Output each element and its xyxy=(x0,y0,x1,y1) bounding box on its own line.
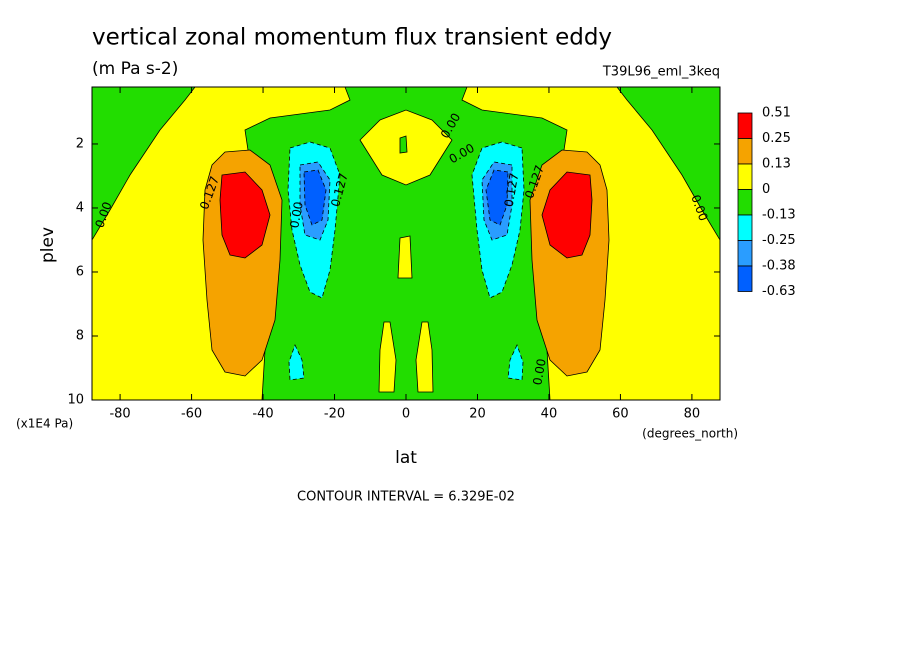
colorbar-box xyxy=(737,265,753,292)
y-units: (x1E4 Pa) xyxy=(16,417,73,431)
contour-label: 0.127 xyxy=(502,172,522,208)
x-tick-label: 60 xyxy=(612,407,629,422)
chart-title: vertical zonal momentum flux transient e… xyxy=(92,25,612,51)
x-tick-label: 20 xyxy=(469,407,486,422)
colorbar-label: -0.38 xyxy=(762,259,796,274)
colorbar-box xyxy=(737,240,753,267)
contour-region xyxy=(397,235,413,279)
x-tick-label: 40 xyxy=(541,407,558,422)
colorbar-label: 0.13 xyxy=(762,157,791,172)
colorbar-box xyxy=(737,112,753,139)
x-tick-label: -60 xyxy=(181,407,202,422)
colorbar-label: 0 xyxy=(762,182,770,197)
y-tick-label: 8 xyxy=(76,328,84,343)
y-tick-label: 2 xyxy=(76,136,84,151)
x-tick-label: -80 xyxy=(109,407,130,422)
x-axis-label: lat xyxy=(395,448,417,468)
contour-region xyxy=(92,87,196,241)
x-tick-label: -40 xyxy=(252,407,273,422)
colorbar-label: -0.13 xyxy=(762,208,796,223)
contour-region xyxy=(303,169,327,226)
contour-region xyxy=(485,169,509,226)
contour-region xyxy=(288,343,305,381)
colorbar-box xyxy=(737,214,753,241)
colorbar-box xyxy=(737,189,753,216)
contour-region xyxy=(541,171,593,259)
y-tick-label: 6 xyxy=(76,264,84,279)
contour-region xyxy=(219,171,271,259)
contour-region xyxy=(616,87,720,241)
x-tick-label: -20 xyxy=(324,407,345,422)
contour-region xyxy=(415,321,434,393)
contour-label: 0.00 xyxy=(530,358,548,387)
chart-subtitle: (m Pa s-2) xyxy=(92,59,178,79)
colorbar-label: -0.25 xyxy=(762,233,796,248)
footnote: CONTOUR INTERVAL = 6.329E-02 xyxy=(297,490,515,505)
colorbar-box xyxy=(737,138,753,165)
x-tick-label: 0 xyxy=(402,407,410,422)
dataset-label: T39L96_eml_3keq xyxy=(602,65,720,80)
contour-region xyxy=(378,321,397,393)
colorbar-label: 0.51 xyxy=(762,106,791,121)
colorbar-label: -0.63 xyxy=(762,284,796,299)
x-tick-label: 80 xyxy=(684,407,701,422)
x-units: (degrees_north) xyxy=(642,427,738,441)
y-tick-label: 4 xyxy=(76,200,84,215)
contour-label: 0.00 xyxy=(287,201,305,230)
y-tick-label: 10 xyxy=(67,393,84,408)
y-axis-label: plev xyxy=(38,227,58,263)
colorbar-label: 0.25 xyxy=(762,131,791,146)
contour-region xyxy=(507,343,524,381)
contour-region xyxy=(399,135,408,154)
colorbar-box xyxy=(737,163,753,190)
